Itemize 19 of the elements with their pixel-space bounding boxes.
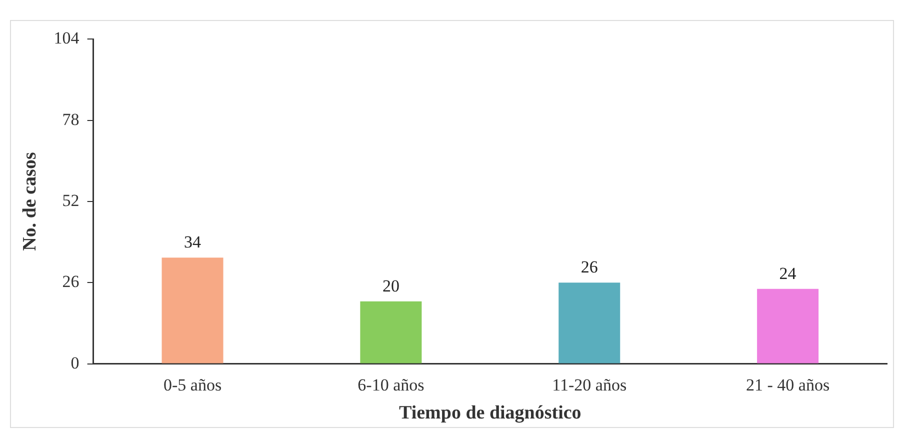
- bar: [360, 301, 422, 364]
- x-tick-label: 21 - 40 años: [746, 375, 830, 394]
- x-tick-label: 6-10 años: [358, 375, 424, 394]
- y-tick-label: 78: [62, 110, 80, 129]
- y-tick-label: 104: [54, 28, 80, 48]
- y-tick-label: 0: [70, 353, 80, 372]
- bar: [558, 282, 620, 364]
- data-label: 20: [382, 276, 400, 296]
- data-label: 24: [779, 264, 797, 283]
- x-axis-title: Tiempo de diagnóstico: [399, 402, 582, 424]
- x-tick-label: 0-5 años: [163, 375, 222, 394]
- y-tick-label: 52: [62, 190, 80, 210]
- bar: [162, 258, 224, 364]
- bar: [757, 288, 819, 364]
- data-label: 26: [580, 258, 598, 277]
- y-axis-title: No. de casos: [19, 152, 40, 251]
- x-tick-label: 11-20 años: [552, 375, 627, 394]
- y-tick-label: 26: [62, 272, 80, 292]
- data-label: 34: [184, 232, 202, 252]
